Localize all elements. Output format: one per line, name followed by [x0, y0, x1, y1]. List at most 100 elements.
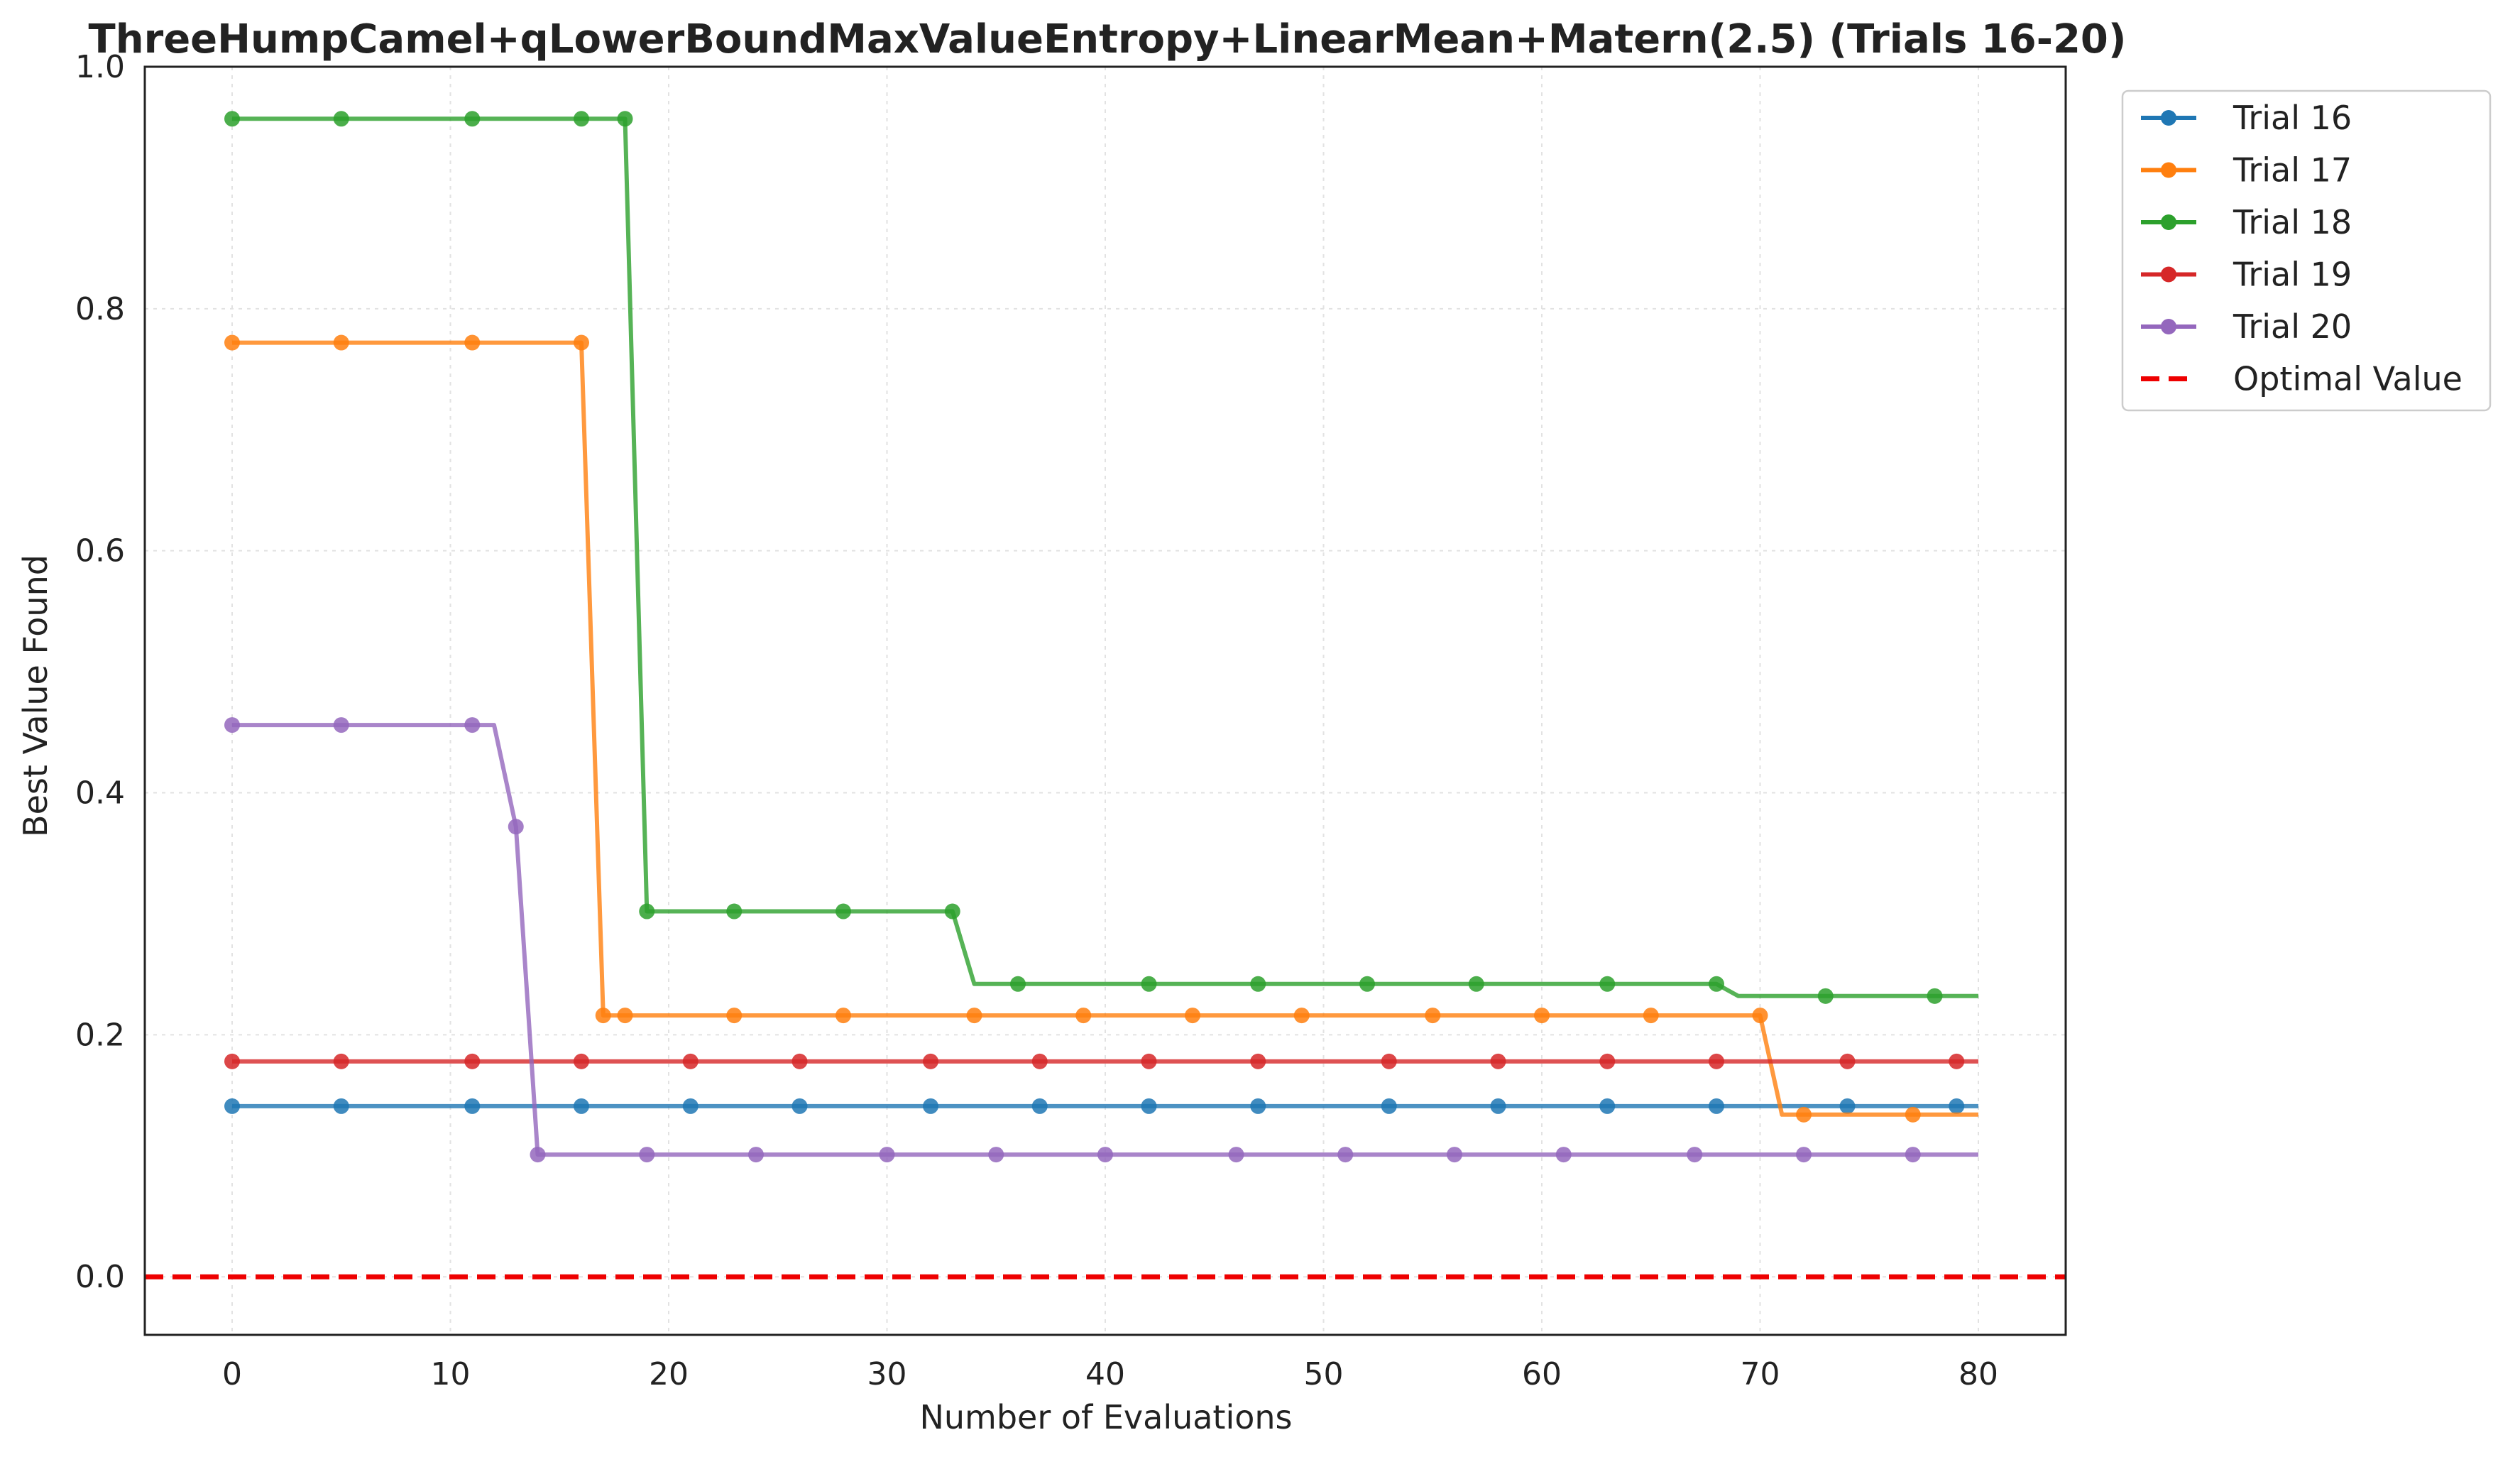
plot-frame	[143, 65, 2067, 1336]
legend-label: Trial 17	[2233, 151, 2352, 190]
data-point	[1752, 1008, 1768, 1024]
data-point	[1796, 1147, 1812, 1163]
data-point	[1031, 1098, 1048, 1114]
data-point	[791, 1098, 808, 1114]
series-line	[232, 340, 1978, 1117]
data-point	[1599, 1098, 1616, 1114]
data-point	[1141, 1053, 1157, 1069]
data-point	[1468, 976, 1484, 992]
y-tick-label: 0.4	[75, 775, 125, 812]
data-point	[1643, 1008, 1659, 1024]
data-point	[639, 1147, 655, 1163]
data-point	[1949, 1053, 1965, 1069]
data-point	[617, 111, 633, 127]
data-point	[224, 717, 240, 733]
legend-item: Trial 20	[2141, 307, 2352, 346]
legend-item: Trial 18	[2141, 203, 2352, 241]
y-axis-label: Best Value Found	[16, 555, 55, 837]
data-point	[682, 1098, 699, 1114]
x-tick-label: 80	[1959, 1356, 1998, 1392]
data-point	[508, 819, 524, 835]
x-tick-label: 40	[1085, 1356, 1125, 1392]
data-point	[1031, 1053, 1048, 1069]
data-point	[1250, 1053, 1266, 1069]
legend-marker	[2161, 162, 2176, 178]
data-point	[464, 1098, 481, 1114]
data-point	[224, 334, 240, 351]
data-point	[879, 1147, 895, 1163]
series-trial-18	[224, 111, 1978, 1004]
legend: Trial 16 Trial 17 Trial 18 Trial 19 Trial 20…	[2121, 89, 2492, 412]
data-point	[1599, 976, 1616, 992]
data-point	[1075, 1008, 1092, 1024]
data-point	[1709, 976, 1724, 992]
data-point	[1949, 1098, 1965, 1114]
y-tick-label: 0.8	[75, 291, 125, 327]
data-point	[574, 111, 589, 127]
data-point	[1709, 1098, 1724, 1114]
data-point	[224, 1098, 240, 1114]
data-point	[617, 1008, 633, 1024]
data-point	[1228, 1147, 1244, 1163]
legend-marker	[2161, 110, 2176, 126]
x-tick-label: 20	[649, 1356, 689, 1392]
data-point	[1447, 1147, 1462, 1163]
data-point	[1817, 988, 1834, 1004]
data-point	[923, 1098, 938, 1114]
legend-item: Trial 16	[2141, 99, 2352, 137]
data-point	[1185, 1008, 1200, 1024]
data-point	[1927, 988, 1943, 1004]
data-point	[1534, 1008, 1550, 1024]
data-point	[1337, 1147, 1354, 1163]
legend-item: Trial 19	[2141, 256, 2352, 294]
data-point	[1490, 1053, 1506, 1069]
data-point	[1905, 1106, 1921, 1123]
data-point	[1250, 976, 1266, 992]
legend-label: Trial 18	[2233, 203, 2352, 241]
data-point	[224, 111, 240, 127]
legend-item: Optimal Value	[2141, 360, 2463, 398]
series-line	[232, 116, 1978, 998]
data-point	[333, 1098, 349, 1114]
data-point	[224, 1053, 240, 1069]
legend-label: Trial 19	[2233, 256, 2352, 294]
data-point	[944, 903, 960, 920]
legend-box	[2121, 89, 2492, 412]
x-axis-label: Number of Evaluations	[919, 1398, 1292, 1436]
series-trial-16	[224, 1098, 1978, 1114]
data-point	[333, 111, 349, 127]
y-tick-label: 0.0	[75, 1259, 125, 1295]
data-point	[1425, 1008, 1441, 1024]
data-point	[682, 1053, 699, 1069]
data-point	[333, 334, 349, 351]
data-point	[1141, 976, 1157, 992]
grid	[145, 66, 2066, 1335]
data-point	[791, 1053, 808, 1069]
data-point	[1293, 1008, 1310, 1024]
legend-label: Trial 16	[2233, 99, 2352, 137]
data-point	[333, 717, 349, 733]
series-trial-20	[224, 717, 1978, 1163]
data-point	[574, 334, 589, 351]
chart-title: ThreeHumpCamel+qLowerBoundMaxValueEntrop…	[89, 16, 2127, 62]
data-point	[1359, 976, 1375, 992]
data-point	[574, 1098, 589, 1114]
data-point	[748, 1147, 764, 1163]
y-tick-label: 0.2	[75, 1017, 125, 1053]
data-point	[1097, 1147, 1113, 1163]
data-point	[1839, 1053, 1856, 1069]
data-point	[1010, 976, 1026, 992]
data-point	[836, 903, 851, 920]
series-trial-17	[224, 334, 1978, 1123]
legend-label: Trial 20	[2233, 307, 2352, 346]
data-point	[530, 1147, 546, 1163]
legend-item: Trial 17	[2141, 151, 2352, 190]
data-point	[464, 111, 481, 127]
data-point	[1905, 1147, 1921, 1163]
x-tick-label: 10	[431, 1356, 471, 1392]
data-point	[595, 1008, 611, 1024]
data-point	[923, 1053, 938, 1069]
data-point	[464, 1053, 481, 1069]
legend-marker	[2161, 266, 2176, 283]
